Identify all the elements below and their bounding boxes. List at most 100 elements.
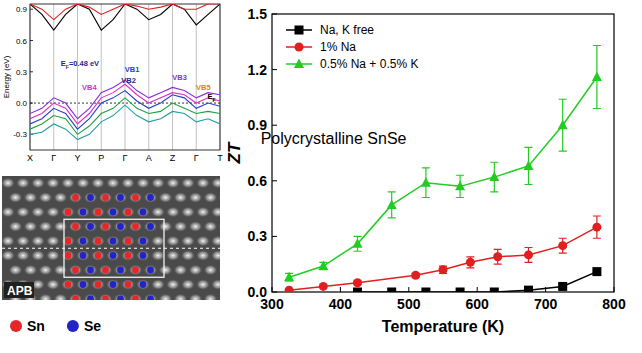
- atom-blob: [91, 250, 105, 261]
- atom-blob: [54, 192, 68, 203]
- error-bar: [388, 192, 396, 218]
- y-tick-label: 0.3: [16, 68, 28, 77]
- y-tick: [30, 40, 33, 41]
- atom-blob: [76, 236, 90, 247]
- error-bar: [593, 216, 601, 238]
- atom-blob: [46, 236, 60, 247]
- atom-blob: [159, 192, 173, 203]
- atom-blob: [151, 250, 165, 261]
- atom-blob: [211, 250, 220, 261]
- atom-blob: [196, 207, 210, 218]
- marker: [592, 72, 602, 82]
- atom-blob: [136, 279, 150, 290]
- atom-blob: [31, 207, 45, 218]
- error-bar: [456, 175, 464, 197]
- atom-blob: [39, 221, 53, 232]
- atom-blob: [76, 207, 90, 218]
- atom-blob: [114, 294, 128, 301]
- atom: [125, 252, 132, 259]
- zt-chart: 3004005006007008000.00.30.60.91.21.5Temp…: [225, 6, 626, 335]
- atom-blob: [129, 192, 143, 203]
- series-line: [289, 77, 597, 277]
- atom-blob: [204, 192, 218, 203]
- atom: [87, 223, 94, 230]
- atom-blob: [2, 250, 15, 261]
- annotation: EF: [208, 92, 217, 103]
- annotation: VB1: [125, 65, 140, 74]
- band-line: [30, 105, 220, 139]
- atom-blob: [219, 192, 221, 203]
- atom-blob: [114, 192, 128, 203]
- atom-blob: [99, 265, 113, 276]
- atom: [140, 209, 147, 216]
- y-tick-label: 1.2: [248, 62, 268, 78]
- atom-blob: [166, 250, 180, 261]
- atom-blob: [106, 207, 120, 218]
- atom-blob: [121, 236, 135, 247]
- marker: [524, 160, 534, 170]
- atom-blob: [189, 265, 203, 276]
- marker: [421, 177, 431, 187]
- atom: [117, 296, 124, 300]
- legend: Na, K free1% Na0.5% Na + 0.5% K: [286, 23, 418, 71]
- k-label: Y: [74, 153, 80, 163]
- atom-blob: [166, 178, 180, 189]
- atom: [65, 238, 72, 245]
- atom-blob: [91, 178, 105, 189]
- y-tick: [272, 180, 277, 181]
- atom-blob: [181, 236, 195, 247]
- atom-blob: [61, 207, 75, 218]
- atom-blob: [144, 294, 158, 301]
- k-line: [101, 4, 102, 150]
- legend-symbol: [10, 320, 22, 332]
- error-bar: [494, 249, 502, 264]
- marker: [592, 267, 601, 276]
- atom: [132, 296, 139, 300]
- atom-blob: [46, 178, 60, 189]
- x-tick-label: 500: [397, 296, 421, 312]
- atom-blob: [211, 178, 220, 189]
- marker: [493, 252, 502, 261]
- atom-blob: [99, 192, 113, 203]
- atom: [87, 296, 94, 300]
- atom-blob: [69, 192, 83, 203]
- atom-blob: [54, 294, 68, 301]
- atom: [65, 209, 72, 216]
- atom: [95, 252, 102, 259]
- legend-symbol: [67, 320, 79, 332]
- bands: [30, 4, 220, 140]
- atom-blob: [106, 250, 120, 261]
- atom-blob: [196, 279, 210, 290]
- atom-blob: [24, 265, 38, 276]
- legend-label: Na, K free: [320, 23, 374, 37]
- atom-blob: [136, 250, 150, 261]
- y-tick-label: 0.3: [248, 228, 268, 244]
- atom: [72, 296, 79, 300]
- atom-blob: [166, 207, 180, 218]
- atom-blob: [144, 265, 158, 276]
- y-tick-label: 0.6: [16, 37, 28, 46]
- y-tick: [272, 125, 277, 126]
- band-panel: XΓYPΓAZΓT-0.30.00.30.60.9Energy (eV)EF=0…: [2, 4, 223, 163]
- data: [284, 46, 602, 292]
- atom-blob: [31, 236, 45, 247]
- marker: [456, 288, 465, 293]
- atom-blob: [151, 279, 165, 290]
- atom-blob: [16, 207, 30, 218]
- atom-blob: [181, 207, 195, 218]
- atom-blob: [181, 250, 195, 261]
- marker: [387, 199, 397, 209]
- atom-blob: [174, 265, 188, 276]
- atom: [117, 267, 124, 274]
- atom: [72, 267, 79, 274]
- apb-line: [2, 248, 220, 249]
- atom: [140, 252, 147, 259]
- y-label: Energy (eV): [2, 55, 11, 98]
- atom-blob: [99, 221, 113, 232]
- annotation: VB4: [82, 83, 97, 92]
- atom: [95, 281, 102, 288]
- marker: [353, 288, 362, 293]
- atom: [95, 209, 102, 216]
- error-bar: [559, 99, 567, 151]
- atom-blob: [166, 236, 180, 247]
